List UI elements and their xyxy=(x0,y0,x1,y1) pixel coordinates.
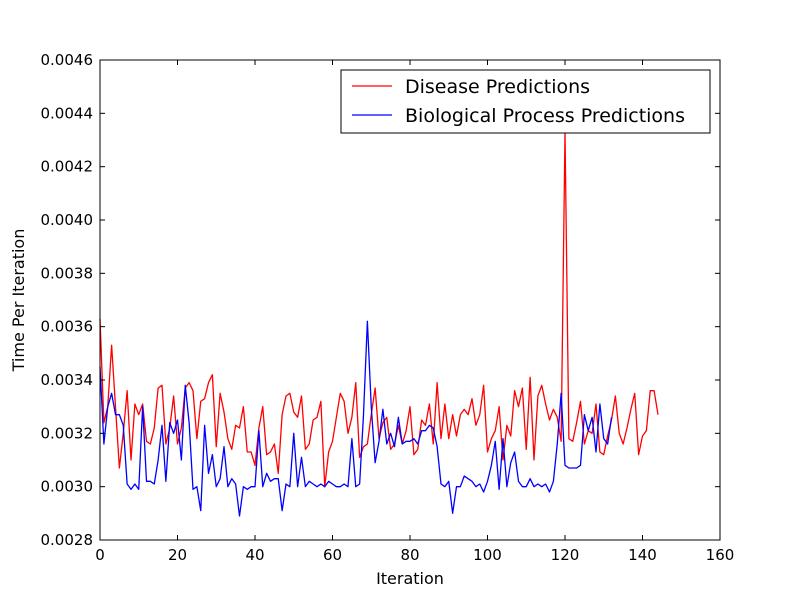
y-tick-label: 0.0032 xyxy=(41,424,94,442)
x-tick-label: 0 xyxy=(95,546,105,564)
legend-label-disease: Disease Predictions xyxy=(405,76,590,98)
y-tick-label: 0.0040 xyxy=(41,211,94,229)
y-tick-label: 0.0030 xyxy=(41,478,94,496)
x-axis: 0 20 40 60 80 100 120 140 160 xyxy=(95,60,734,564)
y-tick-label: 0.0044 xyxy=(41,104,94,122)
y-tick-label: 0.0042 xyxy=(41,158,94,176)
y-tick-label: 0.0046 xyxy=(41,51,94,69)
x-tick-label: 120 xyxy=(551,546,580,564)
y-tick-label: 0.0034 xyxy=(41,371,94,389)
x-tick-label: 160 xyxy=(706,546,735,564)
x-tick-label: 100 xyxy=(473,546,502,564)
legend-box xyxy=(340,69,711,134)
y-axis: 0.0028 0.0030 0.0032 0.0034 0.0036 0.0038 0.00… xyxy=(41,51,720,549)
series-line-biological-process xyxy=(99,320,613,517)
x-tick-label: 20 xyxy=(168,546,187,564)
x-tick-label: 60 xyxy=(323,546,342,564)
x-tick-label: 80 xyxy=(400,546,419,564)
x-tick-label: 140 xyxy=(628,546,657,564)
x-axis-label: Iteration xyxy=(376,569,444,588)
y-tick-label: 0.0028 xyxy=(41,531,94,549)
y-tick-label: 0.0036 xyxy=(41,318,94,336)
legend: Disease Predictions Biological Process P… xyxy=(340,69,711,134)
x-tick-label: 40 xyxy=(245,546,264,564)
legend-label-biological-process: Biological Process Predictions xyxy=(405,105,685,127)
y-axis-label: Time Per Iteration xyxy=(9,229,28,373)
y-tick-label: 0.0038 xyxy=(41,264,94,282)
